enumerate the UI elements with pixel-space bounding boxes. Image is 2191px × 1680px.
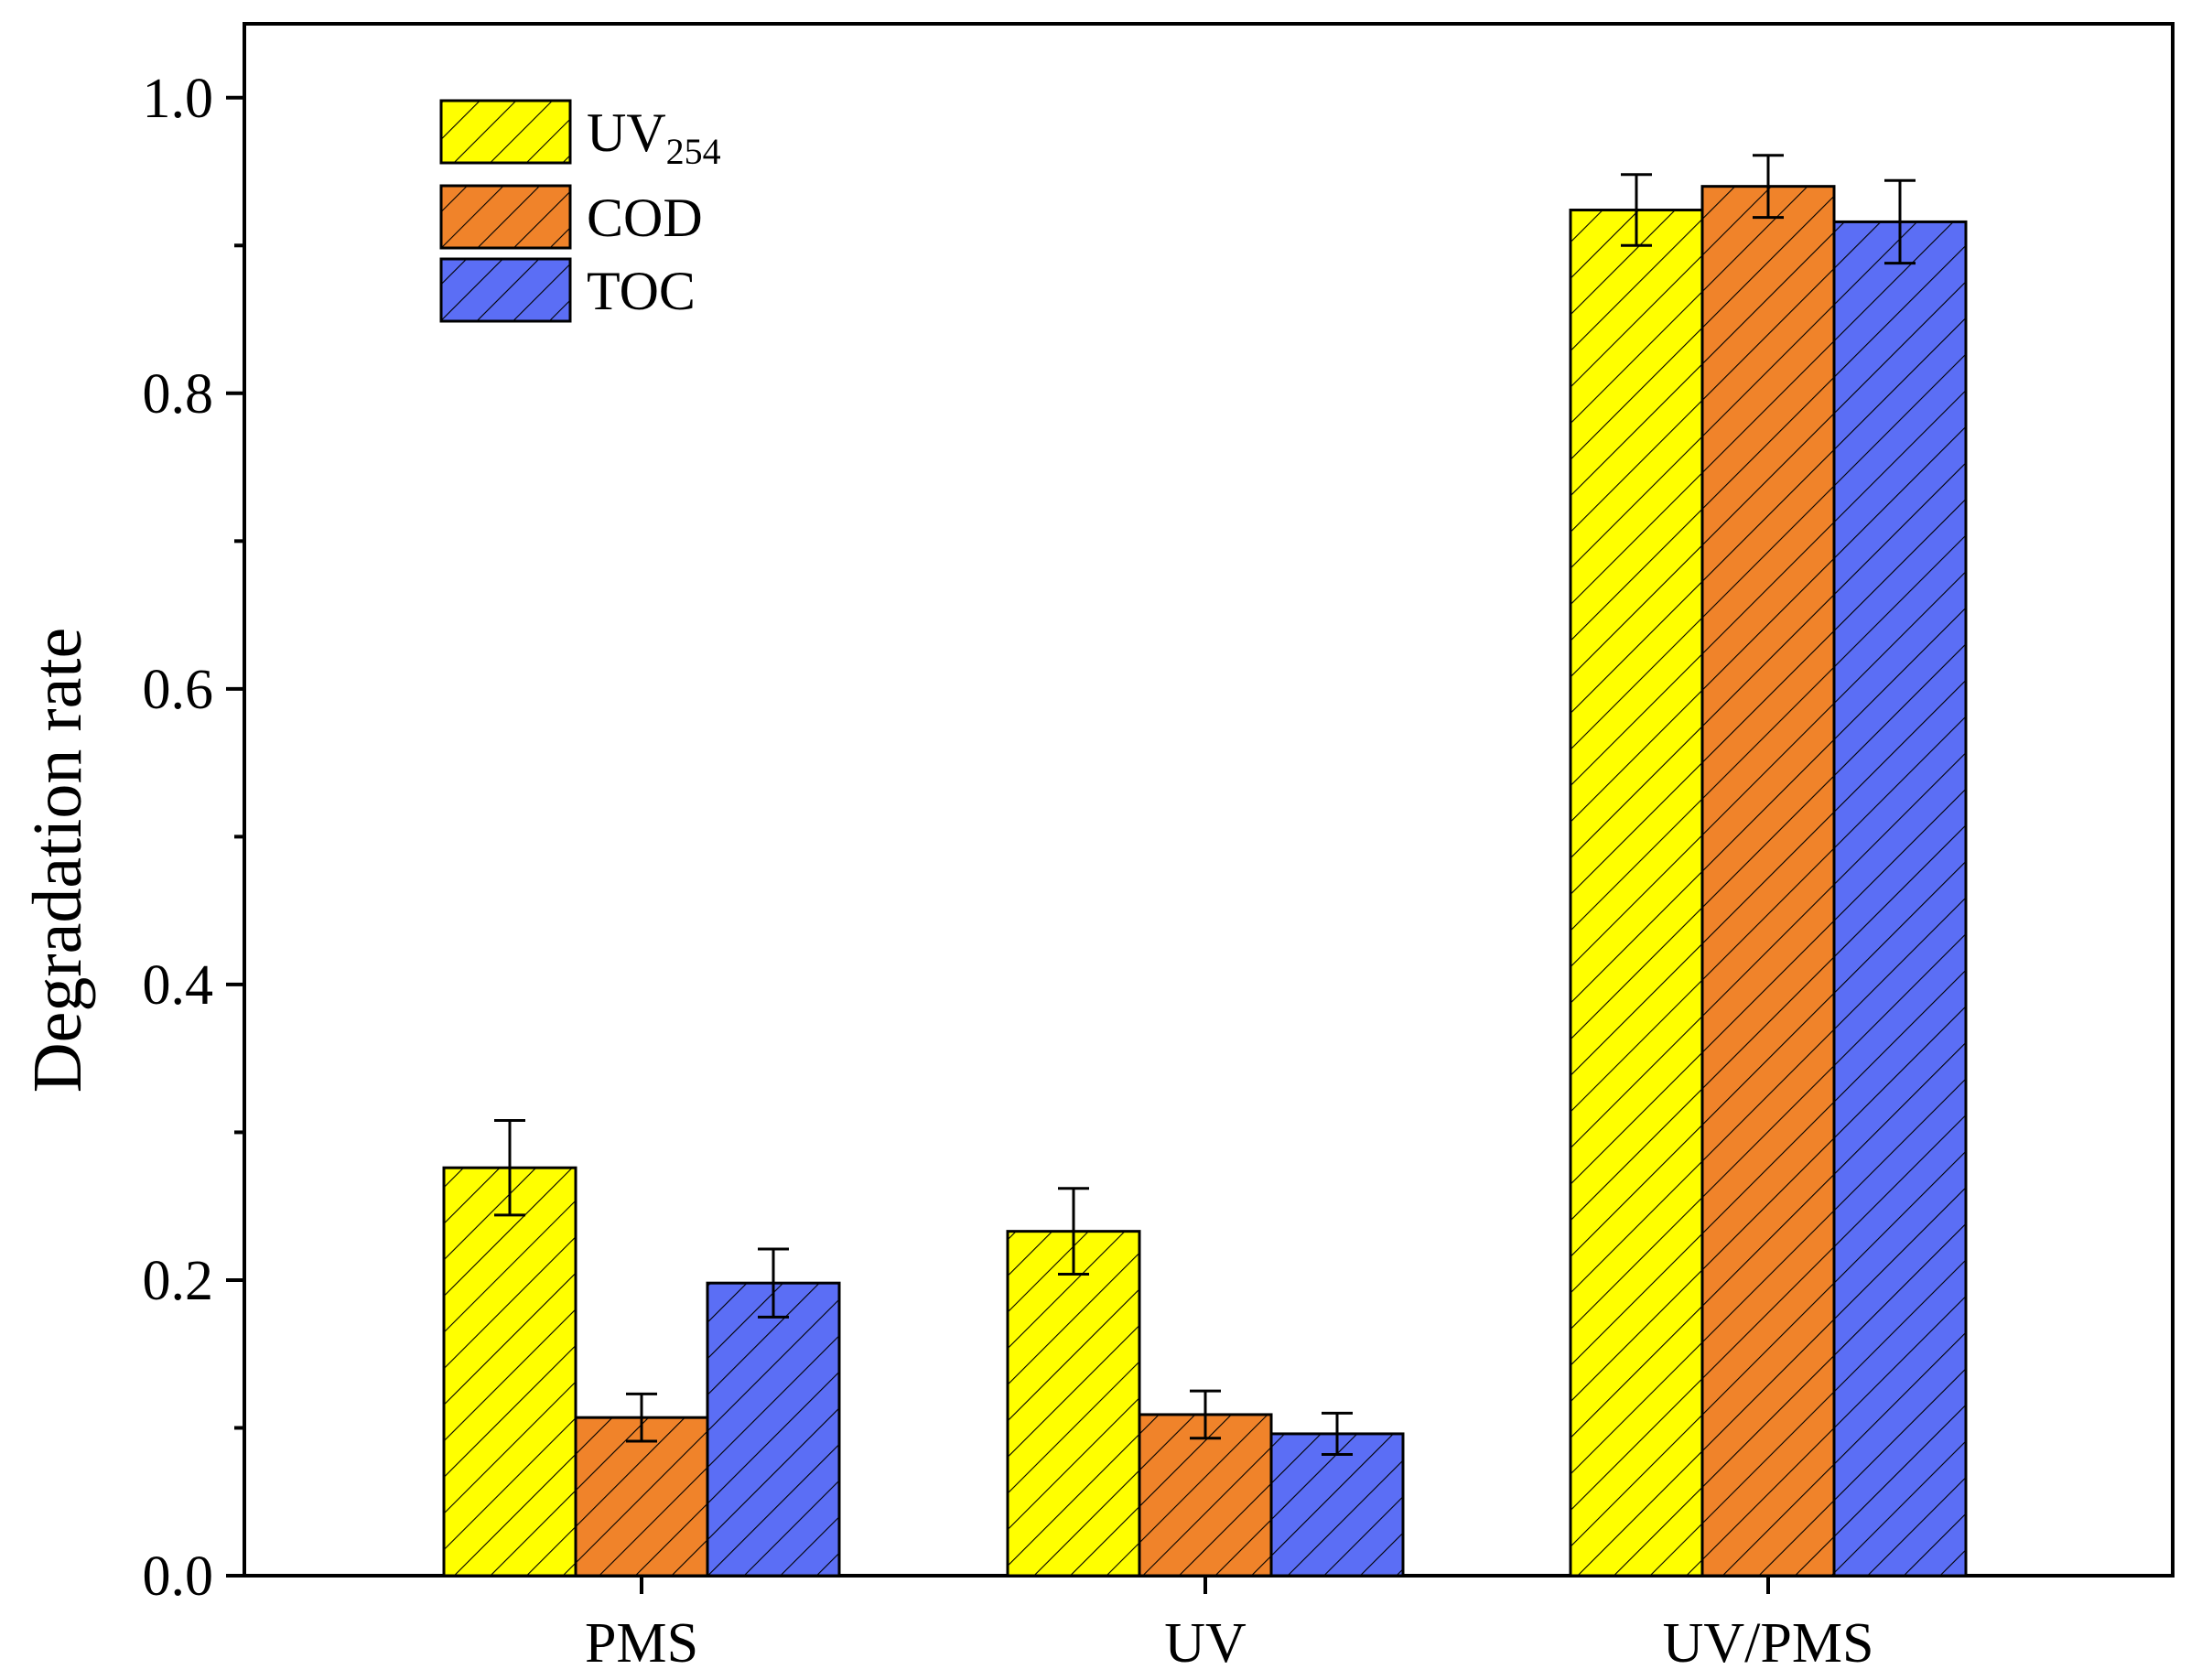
- legend-item-toc: TOC: [439, 257, 696, 323]
- x-axis: PMS UV UV/PMS: [585, 1576, 1873, 1675]
- bar-uv254-pms: [442, 1166, 577, 1578]
- y-tick-label: 0.8: [143, 363, 214, 425]
- legend-label: UV254: [587, 102, 721, 172]
- legend-item-cod: COD: [439, 184, 703, 250]
- y-axis: 0.0 0.2 0.4 0.6 0.8 1.0: [143, 68, 244, 1608]
- y-tick-label: 0.6: [143, 659, 214, 721]
- x-category-label: UV/PMS: [1663, 1612, 1874, 1675]
- legend: UV254 COD TOC: [439, 99, 721, 323]
- error-bar: [626, 1392, 657, 1443]
- x-category-label: PMS: [585, 1612, 698, 1675]
- error-bar: [758, 1247, 789, 1319]
- error-bars-group: [494, 154, 1916, 1457]
- error-bar: [1621, 173, 1652, 247]
- bar-uv254-uv-pms: [1569, 209, 1704, 1578]
- bar-toc-pms: [706, 1281, 841, 1578]
- error-bar: [1322, 1411, 1353, 1457]
- bar-toc-uv-pms: [1832, 220, 1968, 1578]
- y-tick-label: 0.4: [143, 954, 214, 1017]
- legend-label: TOC: [587, 261, 696, 321]
- legend-item-uv254: UV254: [439, 99, 721, 172]
- bars-group: [442, 185, 1968, 1578]
- error-bar: [1884, 178, 1916, 265]
- error-bar: [1753, 154, 1784, 220]
- legend-label: COD: [587, 188, 703, 248]
- y-tick-label: 0.0: [143, 1545, 214, 1608]
- y-axis-title: Degradation rate: [19, 628, 96, 1093]
- x-category-label: UV: [1164, 1612, 1247, 1675]
- y-tick-label: 0.2: [143, 1250, 214, 1312]
- error-bar: [494, 1119, 525, 1217]
- bar-cod-uv-pms: [1700, 185, 1836, 1578]
- error-bar: [1190, 1389, 1221, 1440]
- y-tick-label: 1.0: [143, 68, 214, 130]
- bar-uv254-uv: [1006, 1230, 1141, 1578]
- error-bar: [1058, 1187, 1089, 1276]
